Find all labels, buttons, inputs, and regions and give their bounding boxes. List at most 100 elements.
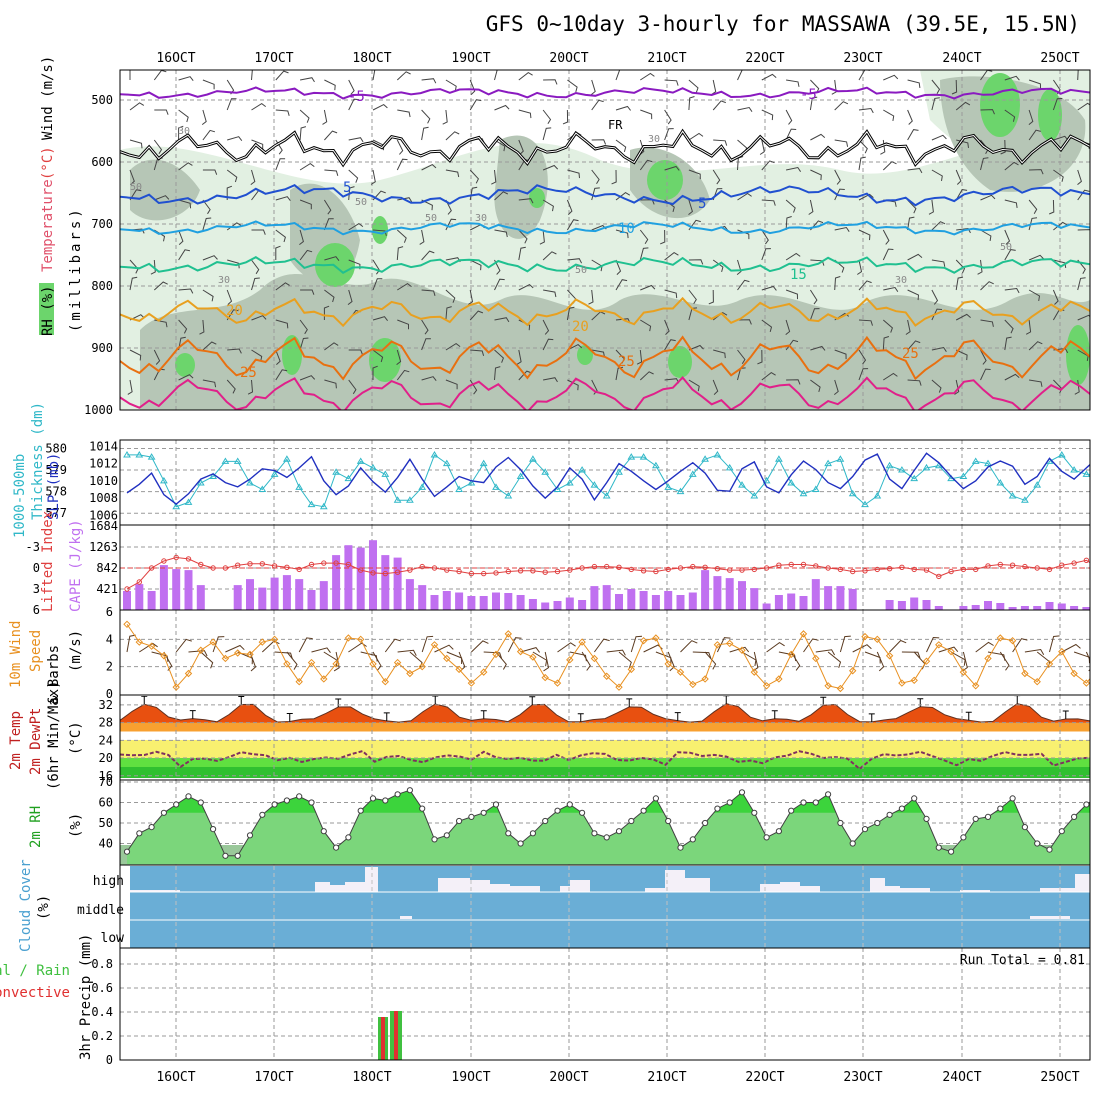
upper-barb	[615, 229, 629, 239]
upper-barb	[275, 245, 281, 260]
cape-bar	[848, 589, 857, 610]
temp2m-unit: (°C)	[68, 721, 84, 755]
wind-barb	[827, 651, 842, 668]
upper-barb	[153, 349, 161, 365]
cape-bar	[295, 579, 304, 610]
upper-barb	[1028, 129, 1041, 141]
wind-point	[283, 660, 291, 668]
upper-barb	[1052, 289, 1059, 305]
li-point	[542, 569, 548, 575]
upper-barb	[396, 158, 408, 171]
rh-point	[320, 828, 327, 835]
wind-point	[504, 630, 513, 638]
upper-barb	[590, 79, 596, 95]
thickness-point	[602, 491, 611, 499]
wind10m-frame	[119, 609, 1091, 696]
upper-barb	[518, 71, 533, 81]
upper-barb	[980, 319, 994, 327]
wind-barb	[348, 642, 367, 653]
wind-barb	[372, 651, 382, 671]
wind-barb	[532, 651, 548, 667]
li-point	[751, 566, 757, 573]
rh-point	[369, 795, 377, 802]
thickness-point	[885, 461, 894, 469]
upper-barb	[201, 109, 207, 125]
temp-max-bar	[723, 696, 730, 704]
upper-barb	[251, 229, 266, 235]
upper-barb	[518, 246, 526, 261]
cape-bar	[910, 597, 919, 610]
thickness-point	[270, 470, 279, 477]
cape-tick-1684: 1684	[89, 519, 118, 533]
cape-bar	[270, 577, 279, 610]
wind-barb	[790, 651, 801, 671]
temp-max-bar	[868, 713, 875, 722]
upper-barb	[372, 278, 383, 291]
thickness-point	[209, 472, 217, 480]
li-point	[394, 569, 401, 575]
upper-barb	[1028, 289, 1041, 301]
upper-barb	[542, 251, 557, 261]
pressure-tick-1000: 1000	[84, 403, 113, 417]
li-point	[1034, 565, 1040, 571]
wind-point	[492, 650, 500, 659]
li-point	[1022, 563, 1028, 570]
rh-point	[492, 801, 500, 808]
li-point	[456, 568, 462, 575]
upper-barb	[831, 79, 837, 95]
upper-barb	[834, 276, 841, 291]
li-point	[382, 570, 388, 577]
thickness-tick-580: 580	[45, 441, 67, 455]
cape-tick-842: 842	[96, 561, 118, 575]
wind-barb	[225, 644, 245, 653]
rh-point	[1058, 828, 1065, 835]
rh-point	[542, 817, 549, 825]
rh-point	[800, 799, 807, 806]
upper-barb	[688, 259, 704, 265]
rh-point	[825, 791, 832, 798]
upper-barb	[809, 308, 820, 321]
li-point	[640, 568, 647, 574]
precip-axis: 0.8 0.6 0.4 0.2 0	[91, 957, 113, 1067]
cape-bar	[541, 602, 550, 610]
upper-barb	[518, 370, 532, 381]
rh-point	[849, 840, 856, 847]
temp2m-hot-area	[120, 703, 1090, 723]
upper-barb	[562, 109, 569, 125]
date-top-0: 16OCT	[156, 51, 195, 66]
upper-barb	[468, 289, 474, 305]
rh-point	[935, 844, 942, 851]
thickness-point	[639, 453, 648, 460]
cape-bar	[504, 593, 513, 610]
upper-barb	[518, 198, 534, 204]
rh-point	[357, 807, 364, 814]
wind10m-panel: 6 4 2 0 10m Wind Speed & Barbs (m/s)	[8, 605, 1091, 704]
high-cloud-20	[960, 890, 990, 892]
rh-tick-50: 50	[99, 816, 113, 830]
cape-bar	[1033, 606, 1042, 610]
rh-point	[394, 791, 401, 798]
slp-tick-1006: 1006	[89, 508, 118, 522]
upper-barb	[639, 247, 649, 261]
thickness-point	[910, 474, 919, 482]
upper-barb	[759, 139, 765, 155]
pressure-tick-900: 900	[91, 341, 113, 355]
upper-barb	[1028, 254, 1044, 261]
upper-barb	[567, 379, 579, 391]
upper-barb	[421, 319, 429, 335]
cape-bar	[1045, 602, 1054, 610]
upper-barb	[761, 319, 773, 333]
upper-barb	[980, 281, 994, 291]
wind-barb	[397, 649, 417, 656]
thickness-slp-panel: 580 579 578 577 1014 1012 1010 1008 1006 1000-50…	[12, 402, 1091, 538]
upper-barb	[688, 344, 704, 351]
li-point	[923, 567, 930, 573]
high-cloud-15	[780, 882, 800, 892]
precip-tick-0.2: 0.2	[91, 1029, 113, 1043]
li-point	[468, 570, 475, 577]
upper-barb	[518, 139, 524, 155]
rh-point	[136, 830, 143, 837]
temp-max-bar	[383, 712, 390, 721]
upper-barb	[226, 289, 233, 305]
wind-barb	[139, 642, 158, 653]
